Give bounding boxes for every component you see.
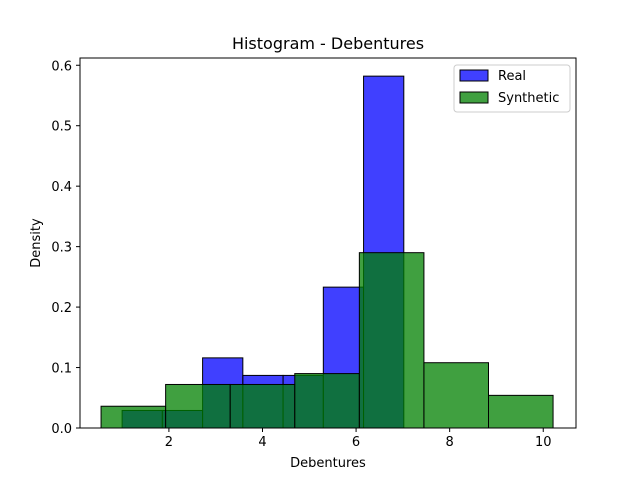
y-axis-label: Density [29, 218, 44, 268]
x-tick-label-1: 4 [258, 435, 266, 450]
x-tick-label-4: 10 [535, 435, 552, 450]
bar-synthetic-2 [229, 383, 296, 429]
chart-title: Histogram - Debentures [232, 34, 424, 53]
y-tick-label-5: 0.5 [51, 120, 72, 135]
legend-label-real: Real [498, 69, 526, 84]
bar-synthetic-4 [358, 252, 425, 429]
y-tick-label-6: 0.6 [51, 59, 72, 74]
y-tick-label-0: 0.0 [51, 422, 72, 437]
legend-swatch-synthetic [459, 91, 489, 104]
y-axis-ticks: 0.0 0.1 0.2 0.3 0.4 0.5 0.6 [51, 59, 80, 437]
y-tick-label-1: 0.1 [51, 362, 72, 377]
bar-synthetic-3 [294, 373, 360, 429]
x-tick-label-0: 2 [165, 435, 173, 450]
legend: Real Synthetic [453, 64, 571, 113]
bar-synthetic-6 [487, 394, 554, 429]
y-tick-label-2: 0.2 [51, 301, 72, 316]
bars-layer [100, 75, 554, 429]
x-tick-label-2: 6 [352, 435, 360, 450]
plot-frame [79, 57, 577, 429]
bar-synthetic-1 [165, 383, 231, 429]
bar-synthetic-5 [423, 362, 489, 429]
legend-swatch-real [459, 69, 489, 82]
x-axis-label: Debentures [290, 456, 366, 471]
bar-synthetic-0 [100, 405, 167, 429]
x-axis-ticks: 2 4 6 8 10 [165, 428, 552, 450]
x-tick-label-3: 8 [446, 435, 454, 450]
y-tick-label-3: 0.3 [51, 241, 72, 256]
y-tick-label-4: 0.4 [51, 180, 72, 195]
legend-label-synthetic: Synthetic [498, 91, 559, 106]
